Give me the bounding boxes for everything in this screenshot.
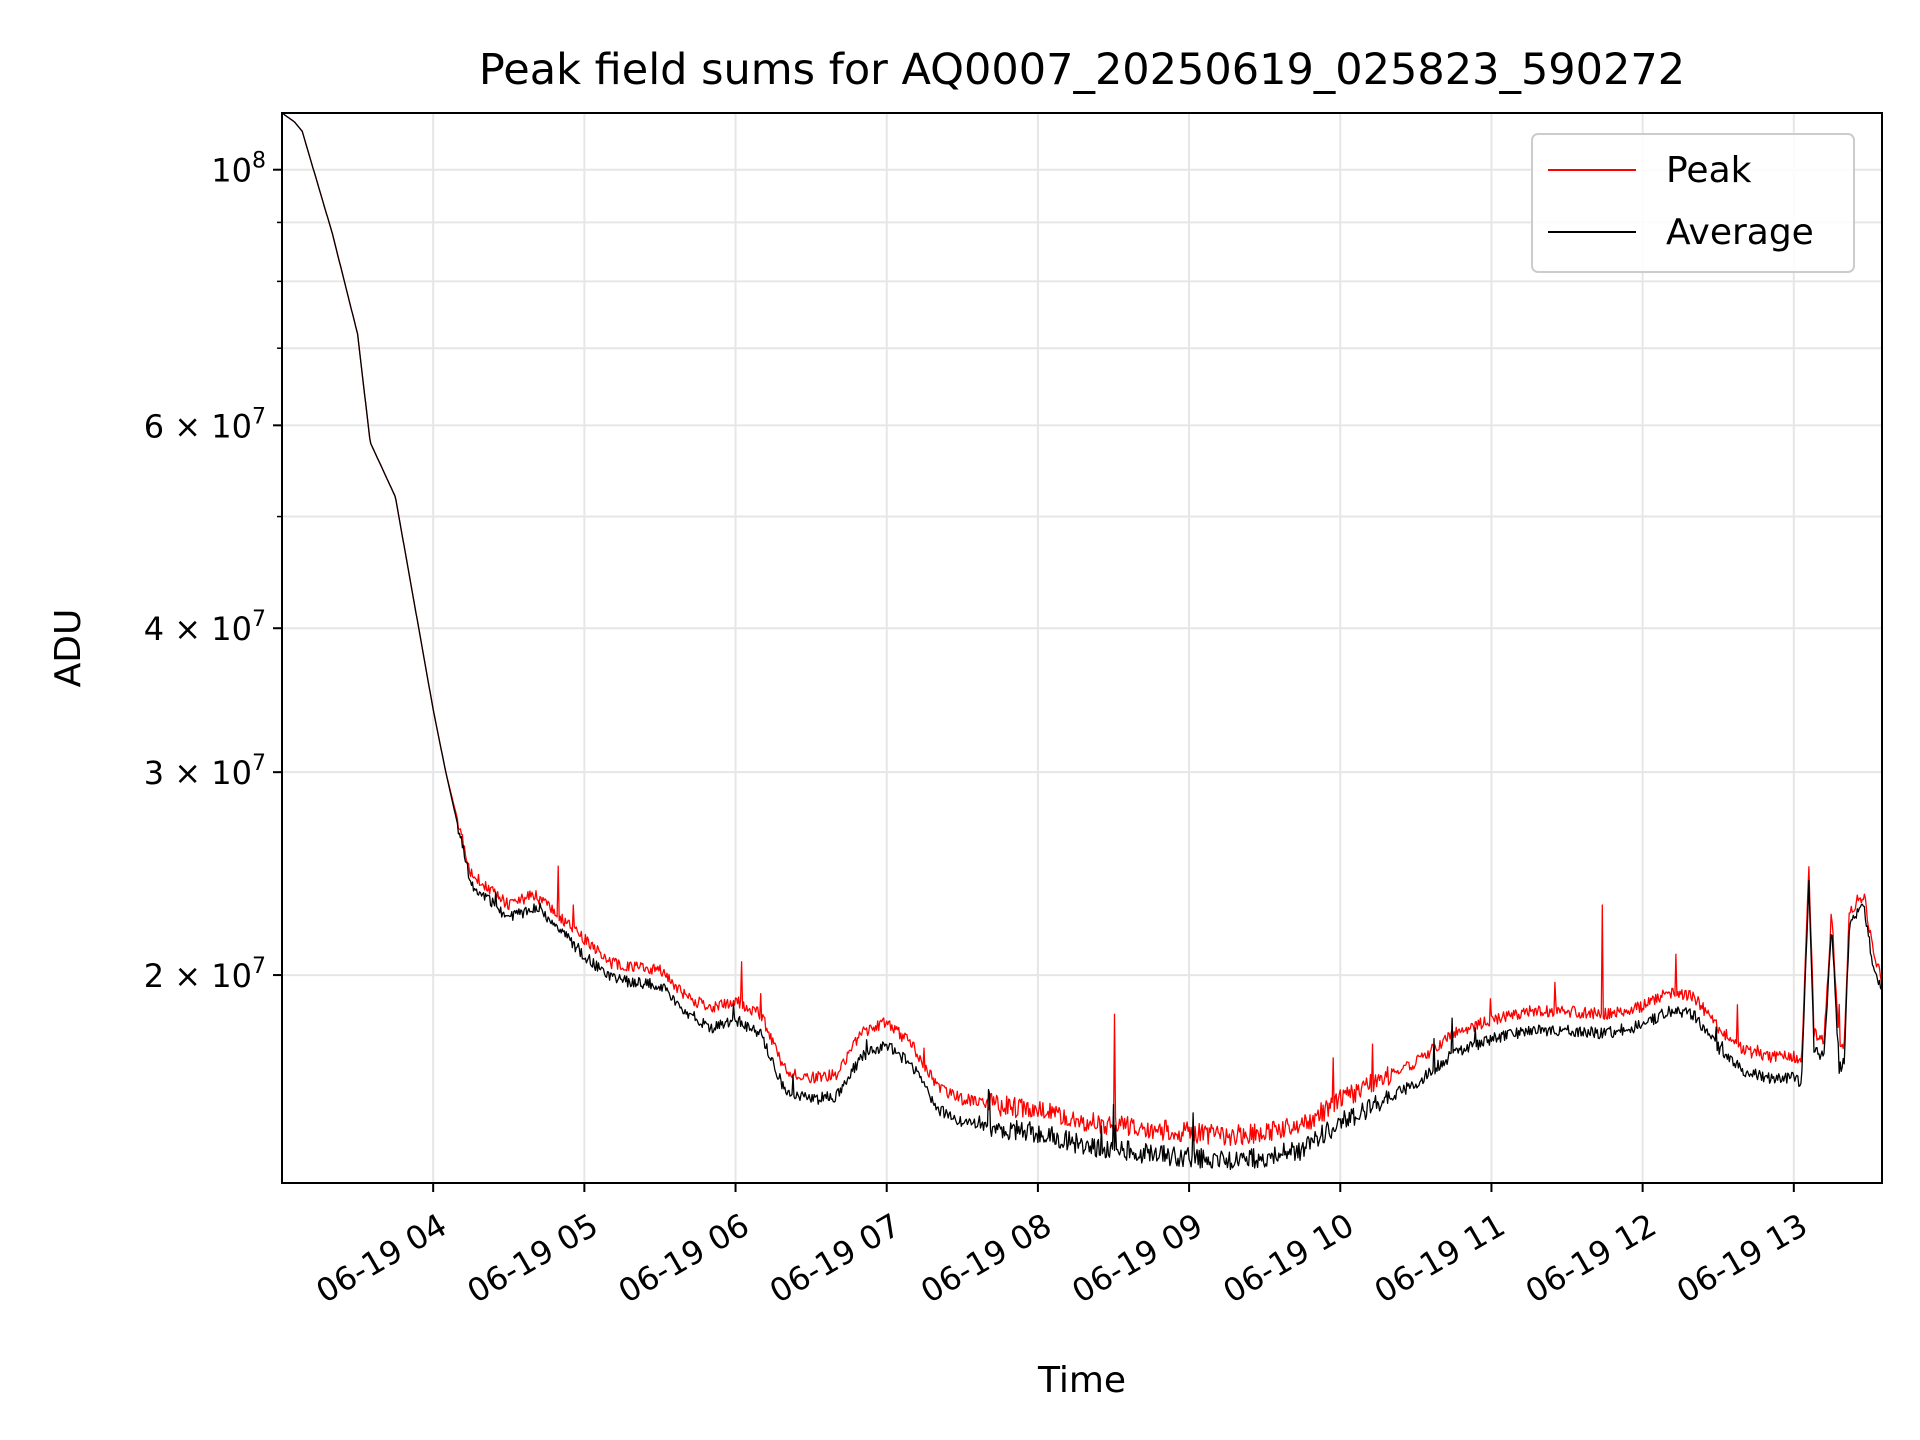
x-axis-label: Time bbox=[1037, 1360, 1126, 1401]
plot-area bbox=[282, 113, 1882, 1183]
legend-label-peak: Peak bbox=[1666, 150, 1752, 191]
legend-box bbox=[1531, 133, 1855, 273]
y-tick-labels: 108 6 × 107 4 × 107 3 × 107 2 × 107 bbox=[144, 149, 266, 995]
y-axis-label: ADU bbox=[48, 609, 89, 688]
series-layer bbox=[281, 112, 1883, 1171]
y-tick-label: 2 × 107 bbox=[144, 954, 266, 995]
y-tick-label: 4 × 107 bbox=[144, 607, 266, 648]
legend: Peak Average bbox=[1531, 133, 1855, 273]
y-tick-label: 3 × 107 bbox=[144, 751, 266, 792]
legend-label-average: Average bbox=[1666, 212, 1814, 253]
plot-frame bbox=[281, 112, 1883, 1184]
series-line-average bbox=[281, 112, 1883, 1171]
ticks bbox=[273, 168, 1795, 1192]
y-tick-label: 6 × 107 bbox=[144, 404, 266, 445]
series-line-peak bbox=[281, 112, 1883, 1146]
y-tick-label: 108 bbox=[211, 149, 266, 190]
chart-title: Peak field sums for AQ0007_20250619_0258… bbox=[479, 45, 1685, 95]
